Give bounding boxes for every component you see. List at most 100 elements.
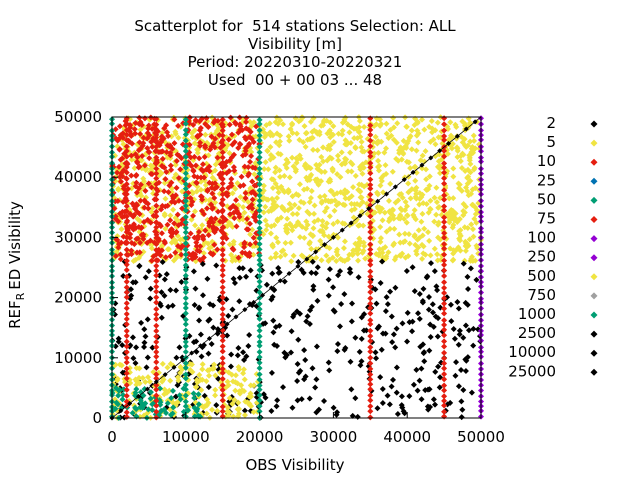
data-point <box>419 255 426 262</box>
data-point <box>196 305 203 312</box>
streak-point <box>153 165 160 172</box>
data-point <box>271 341 278 348</box>
streak-point <box>256 267 263 274</box>
data-point <box>456 331 463 338</box>
x-tick-label: 50000 <box>457 428 505 446</box>
streak-point <box>182 185 189 192</box>
data-point <box>416 377 423 384</box>
data-point <box>459 118 466 125</box>
data-point <box>192 162 199 169</box>
data-point <box>240 349 247 356</box>
data-point <box>419 152 426 159</box>
data-point <box>149 205 156 212</box>
streak-point <box>219 311 226 318</box>
data-point <box>270 317 277 324</box>
data-point <box>186 332 193 339</box>
streak-point <box>441 371 448 378</box>
data-point <box>210 324 217 331</box>
data-point <box>404 212 411 219</box>
streak-point <box>367 164 374 171</box>
data-point <box>304 221 311 228</box>
streak-point <box>441 376 448 383</box>
data-point <box>133 386 140 393</box>
data-point <box>229 190 236 197</box>
data-point <box>187 230 194 237</box>
data-point <box>437 170 444 177</box>
streak-point <box>123 251 130 258</box>
data-point <box>115 392 122 399</box>
streak-point <box>256 181 263 188</box>
data-point <box>323 252 330 259</box>
streak-point <box>367 176 374 183</box>
data-point <box>334 251 341 258</box>
data-point <box>138 192 145 199</box>
data-point <box>304 136 311 143</box>
data-point <box>339 127 346 134</box>
data-point <box>204 396 211 403</box>
streak-point <box>367 386 374 393</box>
legend-marker <box>590 311 598 319</box>
data-point <box>403 144 410 151</box>
streak-point <box>182 266 189 273</box>
data-point <box>201 154 208 161</box>
streak-point <box>182 381 189 388</box>
streak-point <box>182 295 189 302</box>
y-tick-label: 40000 <box>54 168 102 186</box>
data-point <box>435 363 442 370</box>
data-point <box>327 178 334 185</box>
streak-point <box>153 386 160 393</box>
data-point <box>425 293 432 300</box>
streak-point <box>256 197 263 204</box>
data-point <box>351 205 358 212</box>
data-point <box>283 352 290 359</box>
data-point <box>434 119 441 126</box>
data-point <box>377 122 384 129</box>
data-point <box>447 301 454 308</box>
streak-point <box>219 375 226 382</box>
data-point <box>384 392 391 399</box>
data-point <box>233 223 240 230</box>
legend-label: 5 <box>546 133 556 151</box>
data-point <box>211 241 218 248</box>
streak-point <box>256 187 263 194</box>
data-point <box>245 164 252 171</box>
data-point <box>242 147 249 154</box>
streak-point <box>182 256 189 263</box>
data-point <box>372 286 379 293</box>
data-point <box>136 114 143 121</box>
streak-point <box>256 338 263 345</box>
data-point <box>458 133 465 140</box>
y-axis-label-main: REF <box>6 300 24 329</box>
data-point <box>199 161 206 168</box>
data-point <box>465 285 472 292</box>
streak-point <box>123 392 130 399</box>
data-point <box>179 243 186 250</box>
legend-marker <box>590 292 598 300</box>
streak-point <box>219 170 226 177</box>
data-point <box>313 343 320 350</box>
data-point <box>426 123 433 130</box>
streak-point <box>367 414 374 421</box>
data-point <box>146 378 153 385</box>
data-point <box>245 170 252 177</box>
data-point <box>212 392 219 399</box>
streak-point <box>123 169 130 176</box>
data-point <box>198 353 205 360</box>
data-point <box>407 195 414 202</box>
data-point <box>134 215 141 222</box>
y-axis-ticks: 0 10000 20000 30000 40000 50000 <box>54 108 118 427</box>
data-point <box>455 180 462 187</box>
data-point <box>427 138 434 145</box>
data-point <box>247 267 254 274</box>
data-point <box>190 268 197 275</box>
data-point <box>228 180 235 187</box>
streak-point <box>256 241 263 248</box>
data-point <box>191 140 198 147</box>
data-point <box>129 409 136 416</box>
data-point <box>228 154 235 161</box>
data-point <box>158 133 165 140</box>
data-point <box>250 188 257 195</box>
data-point <box>164 246 171 253</box>
data-point <box>203 378 210 385</box>
data-point <box>268 408 275 415</box>
